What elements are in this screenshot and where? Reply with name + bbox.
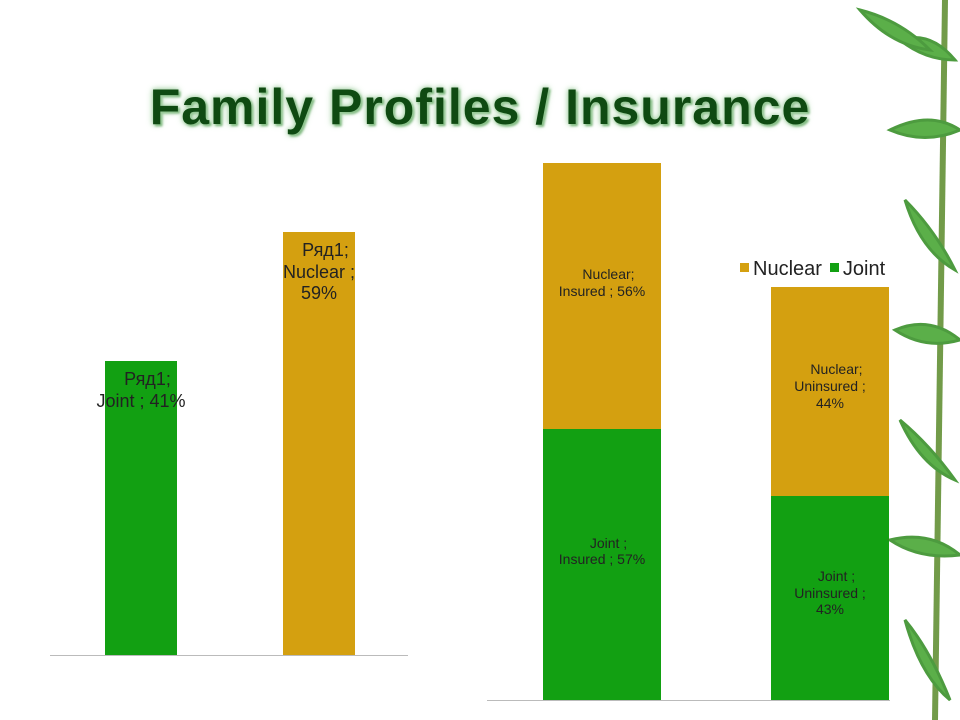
label-text: Ряд1; Nuclear ; 59% bbox=[282, 240, 356, 304]
data-label: Ряд1; Joint ; 41% bbox=[91, 369, 191, 412]
slide-title: Family Profiles / Insurance bbox=[149, 79, 811, 135]
label-key bbox=[289, 244, 299, 254]
bar-segment bbox=[771, 286, 889, 496]
bar-segment bbox=[771, 495, 889, 700]
label-key bbox=[797, 362, 807, 372]
data-label: Ряд1; Nuclear ; 59% bbox=[269, 240, 369, 305]
legend-item: Joint bbox=[829, 258, 886, 280]
label-key bbox=[576, 535, 586, 545]
x-axis bbox=[50, 655, 408, 656]
label-text: Nuclear; Uninsured ; 44% bbox=[794, 361, 866, 411]
data-label: Joint ; Uninsured ; 43% bbox=[780, 568, 880, 618]
bar-segment bbox=[543, 429, 661, 700]
bar bbox=[283, 232, 355, 655]
label-text: Ряд1; Joint ; 41% bbox=[96, 369, 186, 411]
label-text: Joint ; Insured ; 57% bbox=[558, 534, 646, 568]
label-key bbox=[804, 568, 814, 578]
data-label: Nuclear; Insured ; 56% bbox=[552, 266, 652, 300]
bar-segment bbox=[543, 163, 661, 430]
data-label: Joint ; Insured ; 57% bbox=[552, 535, 652, 569]
legend-item: Nuclear bbox=[740, 258, 822, 280]
legend-key bbox=[829, 263, 839, 272]
label-text: Joint ; Uninsured ; 43% bbox=[794, 567, 866, 618]
legend-text: Joint bbox=[842, 258, 886, 280]
label-key bbox=[111, 373, 121, 383]
label-key bbox=[569, 267, 579, 277]
data-label: Nuclear; Uninsured ; 44% bbox=[780, 361, 880, 411]
legend: Nuclear Joint bbox=[740, 258, 893, 281]
x-axis bbox=[487, 700, 890, 701]
label-text: Nuclear; Insured ; 56% bbox=[558, 266, 646, 300]
bar bbox=[105, 361, 177, 655]
legend-text: Nuclear bbox=[753, 258, 822, 280]
legend-key bbox=[740, 263, 749, 272]
